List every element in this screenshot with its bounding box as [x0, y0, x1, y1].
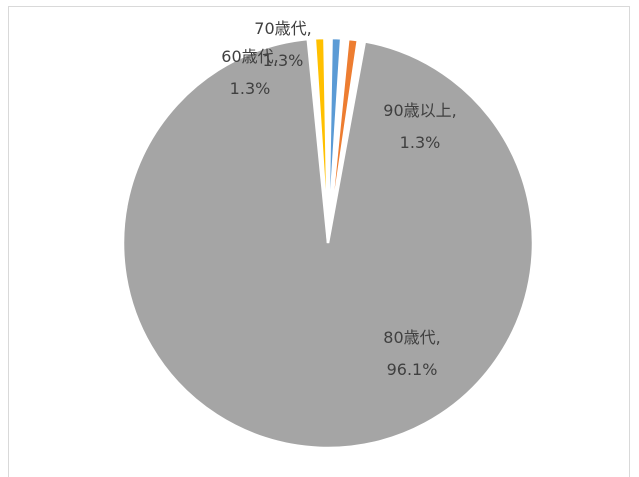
data-label-value: 1.3% — [230, 79, 271, 98]
pie-slice-3 — [313, 36, 330, 244]
data-label-category: 90歳以上, — [383, 101, 456, 120]
pie-slice-1 — [326, 37, 360, 244]
data-label-value: 1.3% — [400, 133, 441, 152]
data-label-0: 60歳代, 1.3% — [221, 47, 278, 98]
data-label-3: 90歳以上, 1.3% — [383, 101, 456, 152]
data-label-value: 1.3% — [263, 51, 304, 70]
data-label-category: 60歳代, — [221, 47, 278, 66]
data-label-2: 80歳代, 96.1% — [383, 328, 440, 379]
data-label-value: 96.1% — [387, 360, 438, 379]
pie-slice-0 — [326, 36, 343, 244]
data-label-category: 70歳代, — [254, 19, 311, 38]
pie-slice-2 — [121, 37, 535, 450]
data-label-category: 80歳代, — [383, 328, 440, 347]
data-label-1: 70歳代, 1.3% — [254, 19, 311, 70]
